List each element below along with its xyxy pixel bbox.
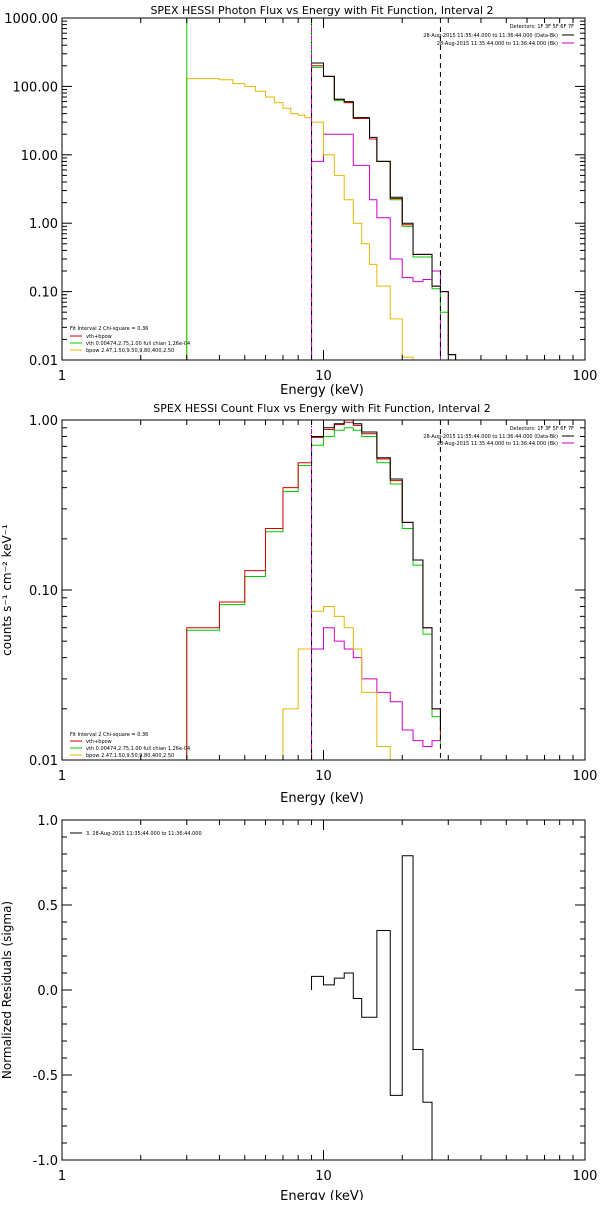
photon-flux-panel: SPEX HESSI Photon Flux vs Energy with Fi… (4, 4, 597, 398)
residuals-panel: Energy (keV) Normalized Residuals (sigma… (0, 814, 598, 1204)
photon-legend-bottom-2: vth 0.00474,2.75,1.00 full chian 1.26e-0… (86, 341, 190, 347)
series-residuals-line (311, 855, 441, 1160)
photon-legend-top-2: 28-Aug-2015 11:35:44.000 to 11:36:44.000… (437, 41, 558, 47)
x-tick-label: 10 (315, 369, 332, 384)
count-legend-top-2: 28-Aug-2015 11:35:44.000 to 11:36:44.000… (437, 441, 558, 447)
x-tick-label: 10 (315, 769, 332, 784)
y-tick-label: 0.5 (37, 899, 58, 914)
y-tick-label: 100.00 (13, 80, 59, 95)
x-tick-label: 1 (58, 1169, 66, 1184)
axes-frame (61, 419, 586, 761)
y-tick-label: 1000.00 (4, 12, 58, 27)
residuals-xlabel: Energy (keV) (280, 1189, 364, 1200)
series-data-line (311, 62, 457, 360)
y-tick-label: -0.5 (33, 1069, 58, 1084)
y-tick-label: 1.00 (29, 414, 58, 429)
x-tick-label: 10 (315, 1169, 332, 1184)
series-bpow-line (186, 78, 414, 360)
y-tick-label: -1.0 (33, 1154, 58, 1169)
count-legend-bottom-3: bpow 2.47,1.50,9.50,9.80,400,2.50 (86, 753, 174, 759)
y-tick-label: 0.10 (29, 286, 58, 301)
y-tick-label: 0.01 (29, 354, 58, 369)
x-tick-label: 100 (573, 1169, 598, 1184)
series-vth-bpow-line (311, 65, 457, 360)
series-data-line (311, 420, 441, 760)
photon-legend-bottom-1: vth+bpow (86, 334, 112, 340)
x-tick-label: 100 (573, 369, 598, 384)
count-flux-xlabel: Energy (keV) (280, 791, 364, 806)
count-legend-bottom-0: Fit Interval 2 Chi-square = 0.36 (70, 732, 148, 738)
photon-legend-top-1: 28-Aug-2015 11:35:44.000 to 11:36:44.000… (423, 33, 558, 39)
x-tick-label: 1 (58, 769, 66, 784)
count-legend-top-0: Detectors: 1F 3F 5F 6F 7F (510, 426, 574, 432)
residuals-legend-top-0: 3. 28-Aug-2015 11:35:44.000 to 11:36:44.… (86, 831, 202, 837)
y-tick-label: 0.01 (29, 754, 58, 769)
count-flux-title: SPEX HESSI Count Flux vs Energy with Fit… (153, 402, 490, 415)
count-legend-bottom-1: vth+bpow (86, 739, 112, 745)
count-flux-ylabel: counts s⁻¹ cm⁻² keV⁻¹ (0, 524, 14, 656)
photon-flux-xlabel: Energy (keV) (280, 383, 364, 398)
series-vth-line (186, 18, 457, 360)
photon-legend-top-0: Detectors: 1F 3F 5F 6F 7F (510, 24, 574, 30)
photon-legend-bottom-3: bpow 2.47,1.50,9.50,9.80,400,2.50 (86, 348, 174, 354)
x-tick-label: 100 (573, 769, 598, 784)
y-tick-label: 1.00 (29, 217, 58, 232)
series-bk-line (311, 133, 449, 360)
count-legend-bottom-2: vth 0.00474,2.75,1.00 full chian 1.26e-0… (86, 746, 190, 752)
series-bpow-line (282, 605, 391, 760)
count-legend-top-1: 28-Aug-2015 11:35:44.000 to 11:36:44.000… (423, 434, 558, 440)
photon-legend-bottom-0: Fit Interval 2 Chi-square = 0.36 (70, 326, 148, 332)
count-flux-panel: SPEX HESSI Count Flux vs Energy with Fit… (0, 402, 597, 806)
y-tick-label: 0.10 (29, 584, 58, 599)
y-tick-label: 1.0 (37, 814, 58, 829)
x-tick-label: 1 (58, 369, 66, 384)
series-bk-line (311, 627, 441, 760)
residuals-ylabel: Normalized Residuals (sigma) (0, 901, 14, 1079)
y-tick-label: 0.0 (37, 984, 58, 999)
axes-frame (61, 819, 586, 1161)
photon-flux-title: SPEX HESSI Photon Flux vs Energy with Fi… (150, 4, 493, 17)
y-tick-label: 10.00 (21, 149, 58, 164)
